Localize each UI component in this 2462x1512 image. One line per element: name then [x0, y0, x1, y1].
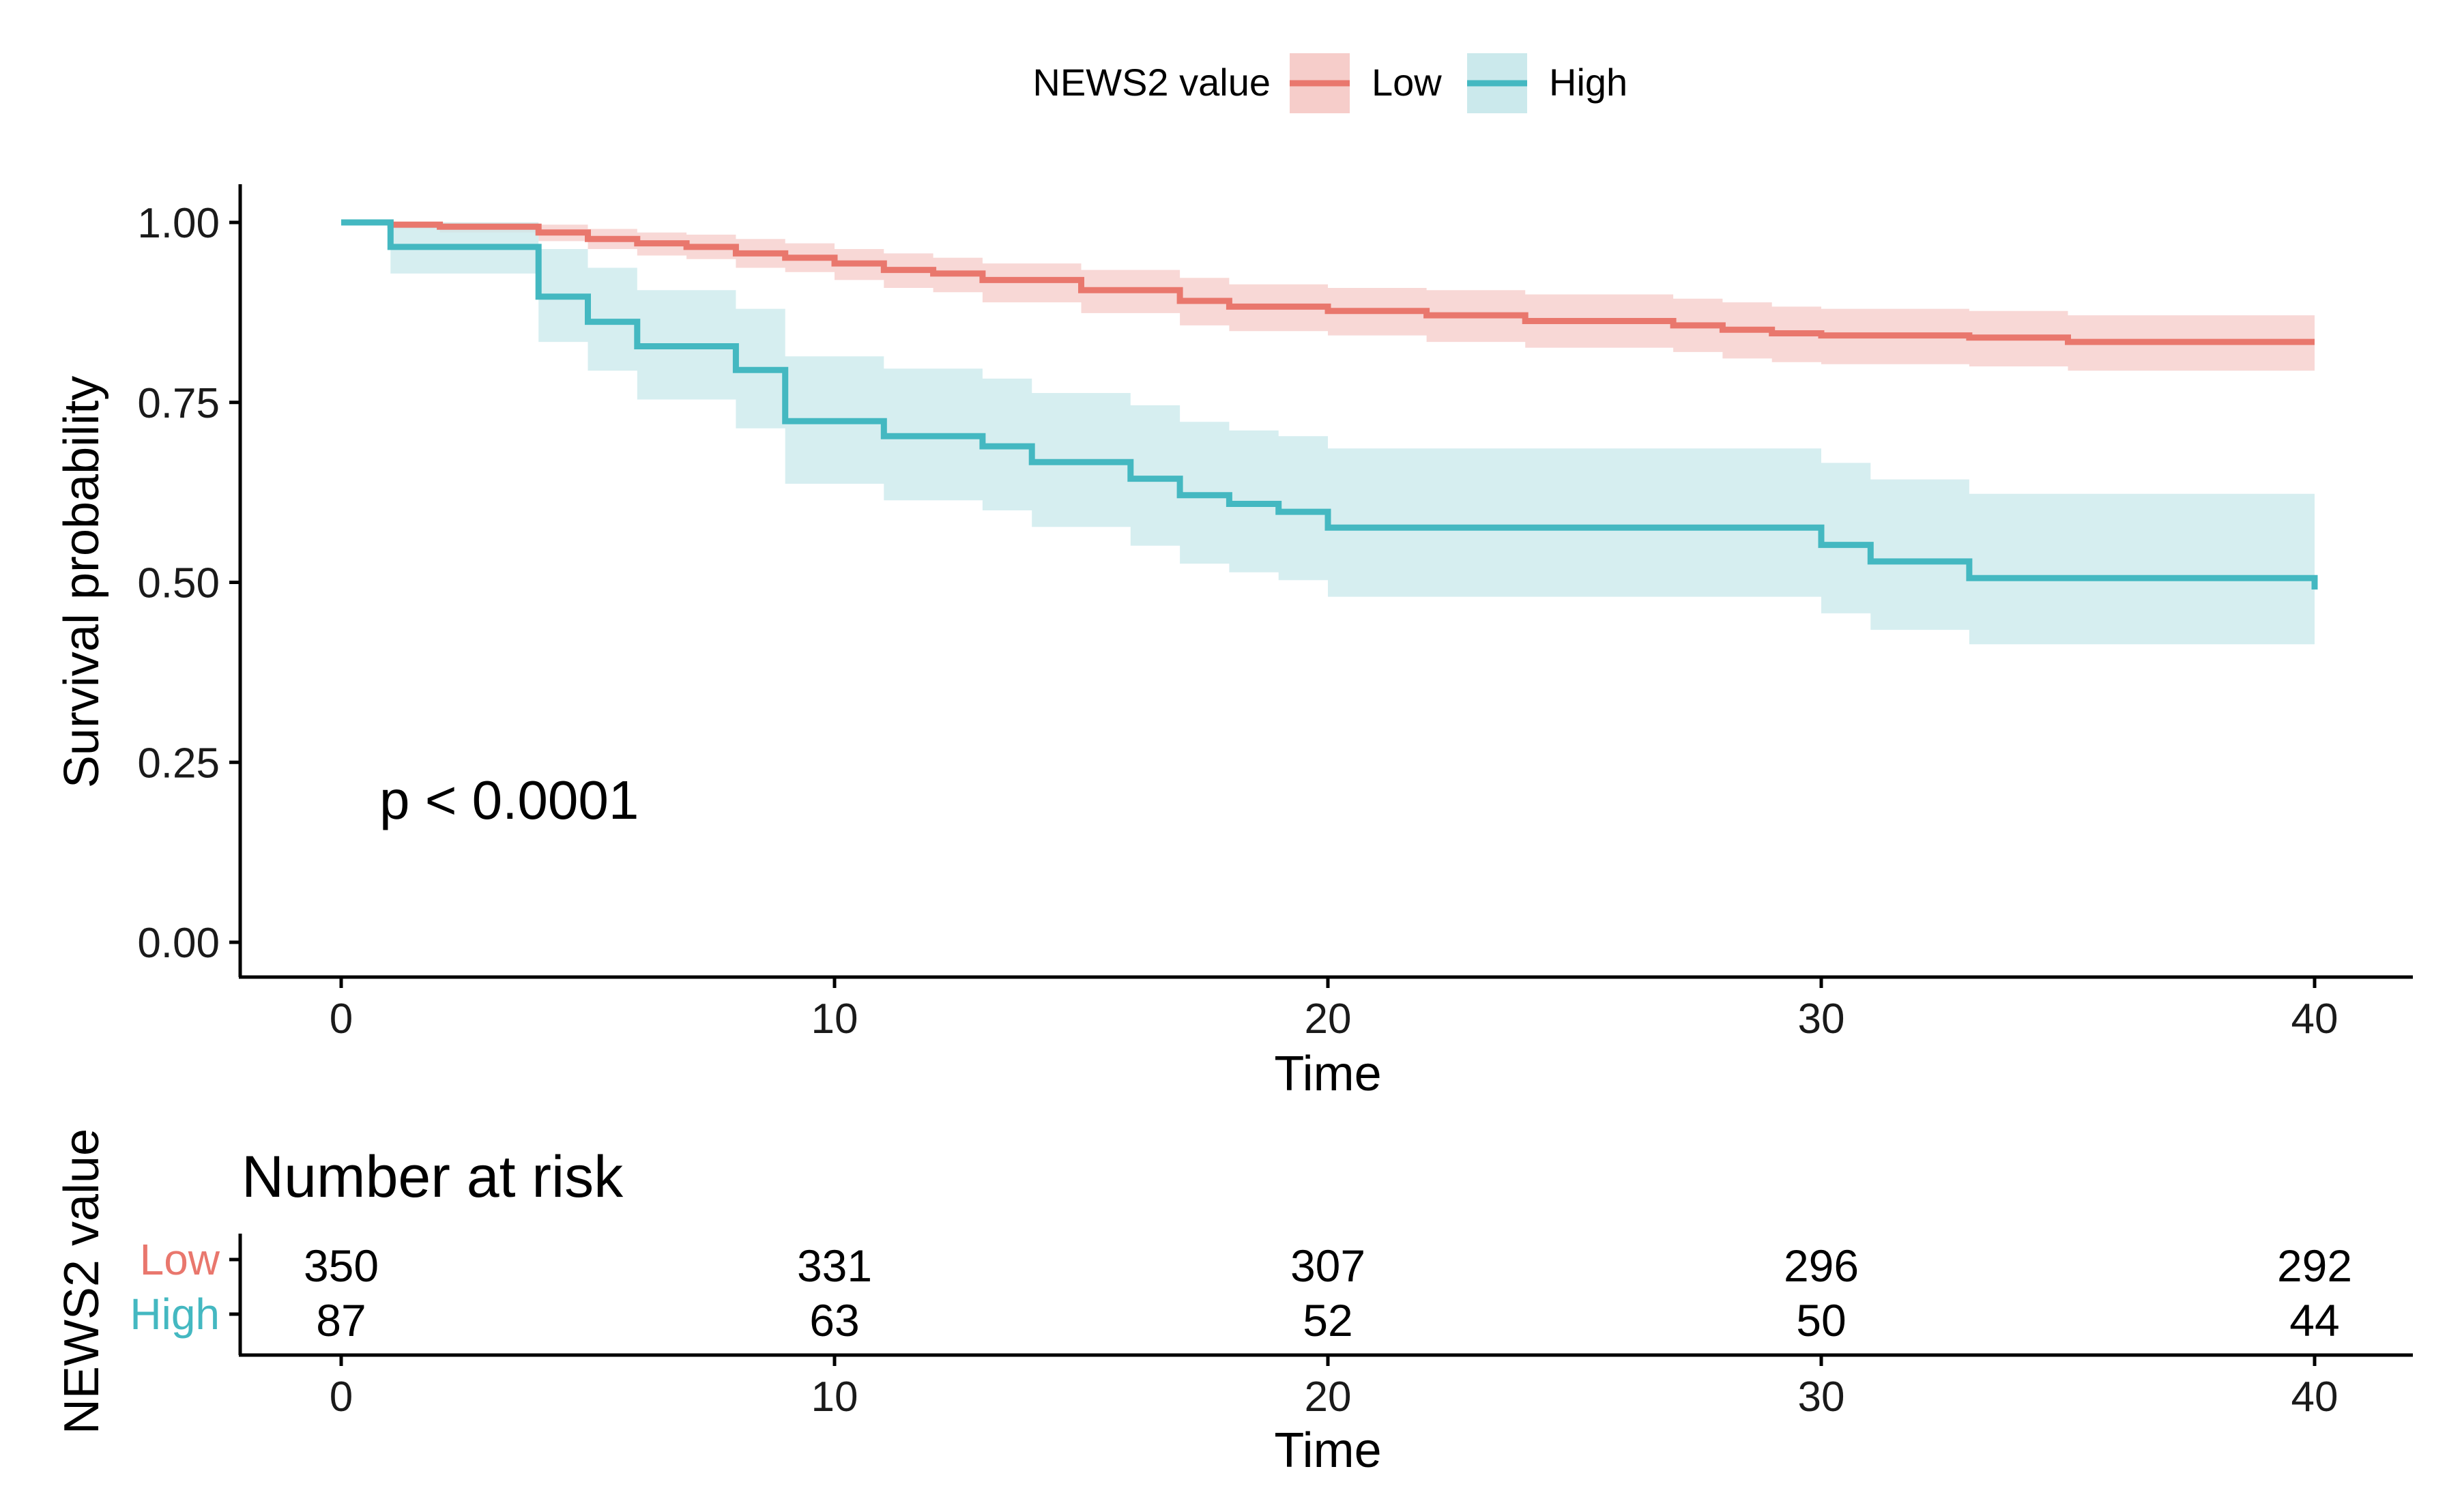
legend-item-low: Low [1290, 53, 1442, 113]
y-tick-label: 0.25 [137, 740, 220, 787]
y-axis-title: Survival probability [55, 376, 109, 788]
legend-item-high: High [1467, 53, 1627, 113]
risk-x-tick-label: 20 [1305, 1373, 1352, 1421]
risk-count: 292 [2277, 1240, 2352, 1291]
risk-count: 44 [2289, 1295, 2339, 1346]
risk-table: Number at risk NEWS2 value Low 350 331 307 2… [55, 1129, 2413, 1478]
x-tick-label: 10 [811, 995, 858, 1043]
y-tick-label: 1.00 [137, 200, 220, 247]
risk-x-tick-label: 0 [330, 1373, 353, 1421]
legend-label-high: High [1549, 61, 1627, 104]
legend-label-low: Low [1372, 61, 1442, 104]
risk-table-title: Number at risk [242, 1144, 624, 1210]
risk-x-tick-label: 10 [811, 1373, 858, 1421]
risk-table-rows: Low 350 331 307 296 292 High 87 63 52 50 44 [130, 1235, 2352, 1346]
y-tick-label: 0.00 [137, 920, 220, 967]
x-tick-label: 0 [330, 995, 353, 1043]
legend-title: NEWS2 value [1032, 61, 1271, 104]
plot-area: 0.00 0.25 0.50 0.75 1.00 0 10 20 30 40 Time Surv… [55, 184, 2413, 1101]
x-axis-ticks: 0 10 20 30 40 [330, 977, 2338, 1043]
risk-count: 63 [809, 1295, 859, 1346]
risk-count: 331 [797, 1240, 872, 1291]
risk-group-label-low: Low [140, 1235, 220, 1284]
survival-curves [341, 219, 2318, 590]
risk-count: 350 [304, 1240, 379, 1291]
x-tick-label: 40 [2291, 995, 2338, 1043]
risk-count: 296 [1784, 1240, 1859, 1291]
y-axis-ticks: 0.00 0.25 0.50 0.75 1.00 [137, 200, 240, 967]
x-axis-title: Time [1274, 1047, 1381, 1101]
risk-table-x-ticks: 0 10 20 30 40 [330, 1355, 2338, 1421]
risk-table-x-title: Time [1274, 1423, 1381, 1478]
survival-curve-low [341, 219, 2315, 345]
risk-group-label-high: High [130, 1290, 220, 1339]
p-value-annotation: p < 0.0001 [379, 770, 639, 830]
x-tick-label: 30 [1798, 995, 1845, 1043]
risk-count: 52 [1303, 1295, 1352, 1346]
risk-table-y-title: NEWS2 value [55, 1129, 109, 1434]
y-tick-label: 0.50 [137, 560, 220, 607]
risk-count: 50 [1796, 1295, 1846, 1346]
survival-curve-high [341, 219, 2318, 590]
risk-x-tick-label: 40 [2291, 1373, 2338, 1421]
risk-count: 87 [316, 1295, 366, 1346]
legend: NEWS2 value Low High [1032, 53, 1627, 113]
risk-count: 307 [1290, 1240, 1365, 1291]
x-tick-label: 20 [1305, 995, 1352, 1043]
y-tick-label: 0.75 [137, 380, 220, 427]
risk-x-tick-label: 30 [1798, 1373, 1845, 1421]
